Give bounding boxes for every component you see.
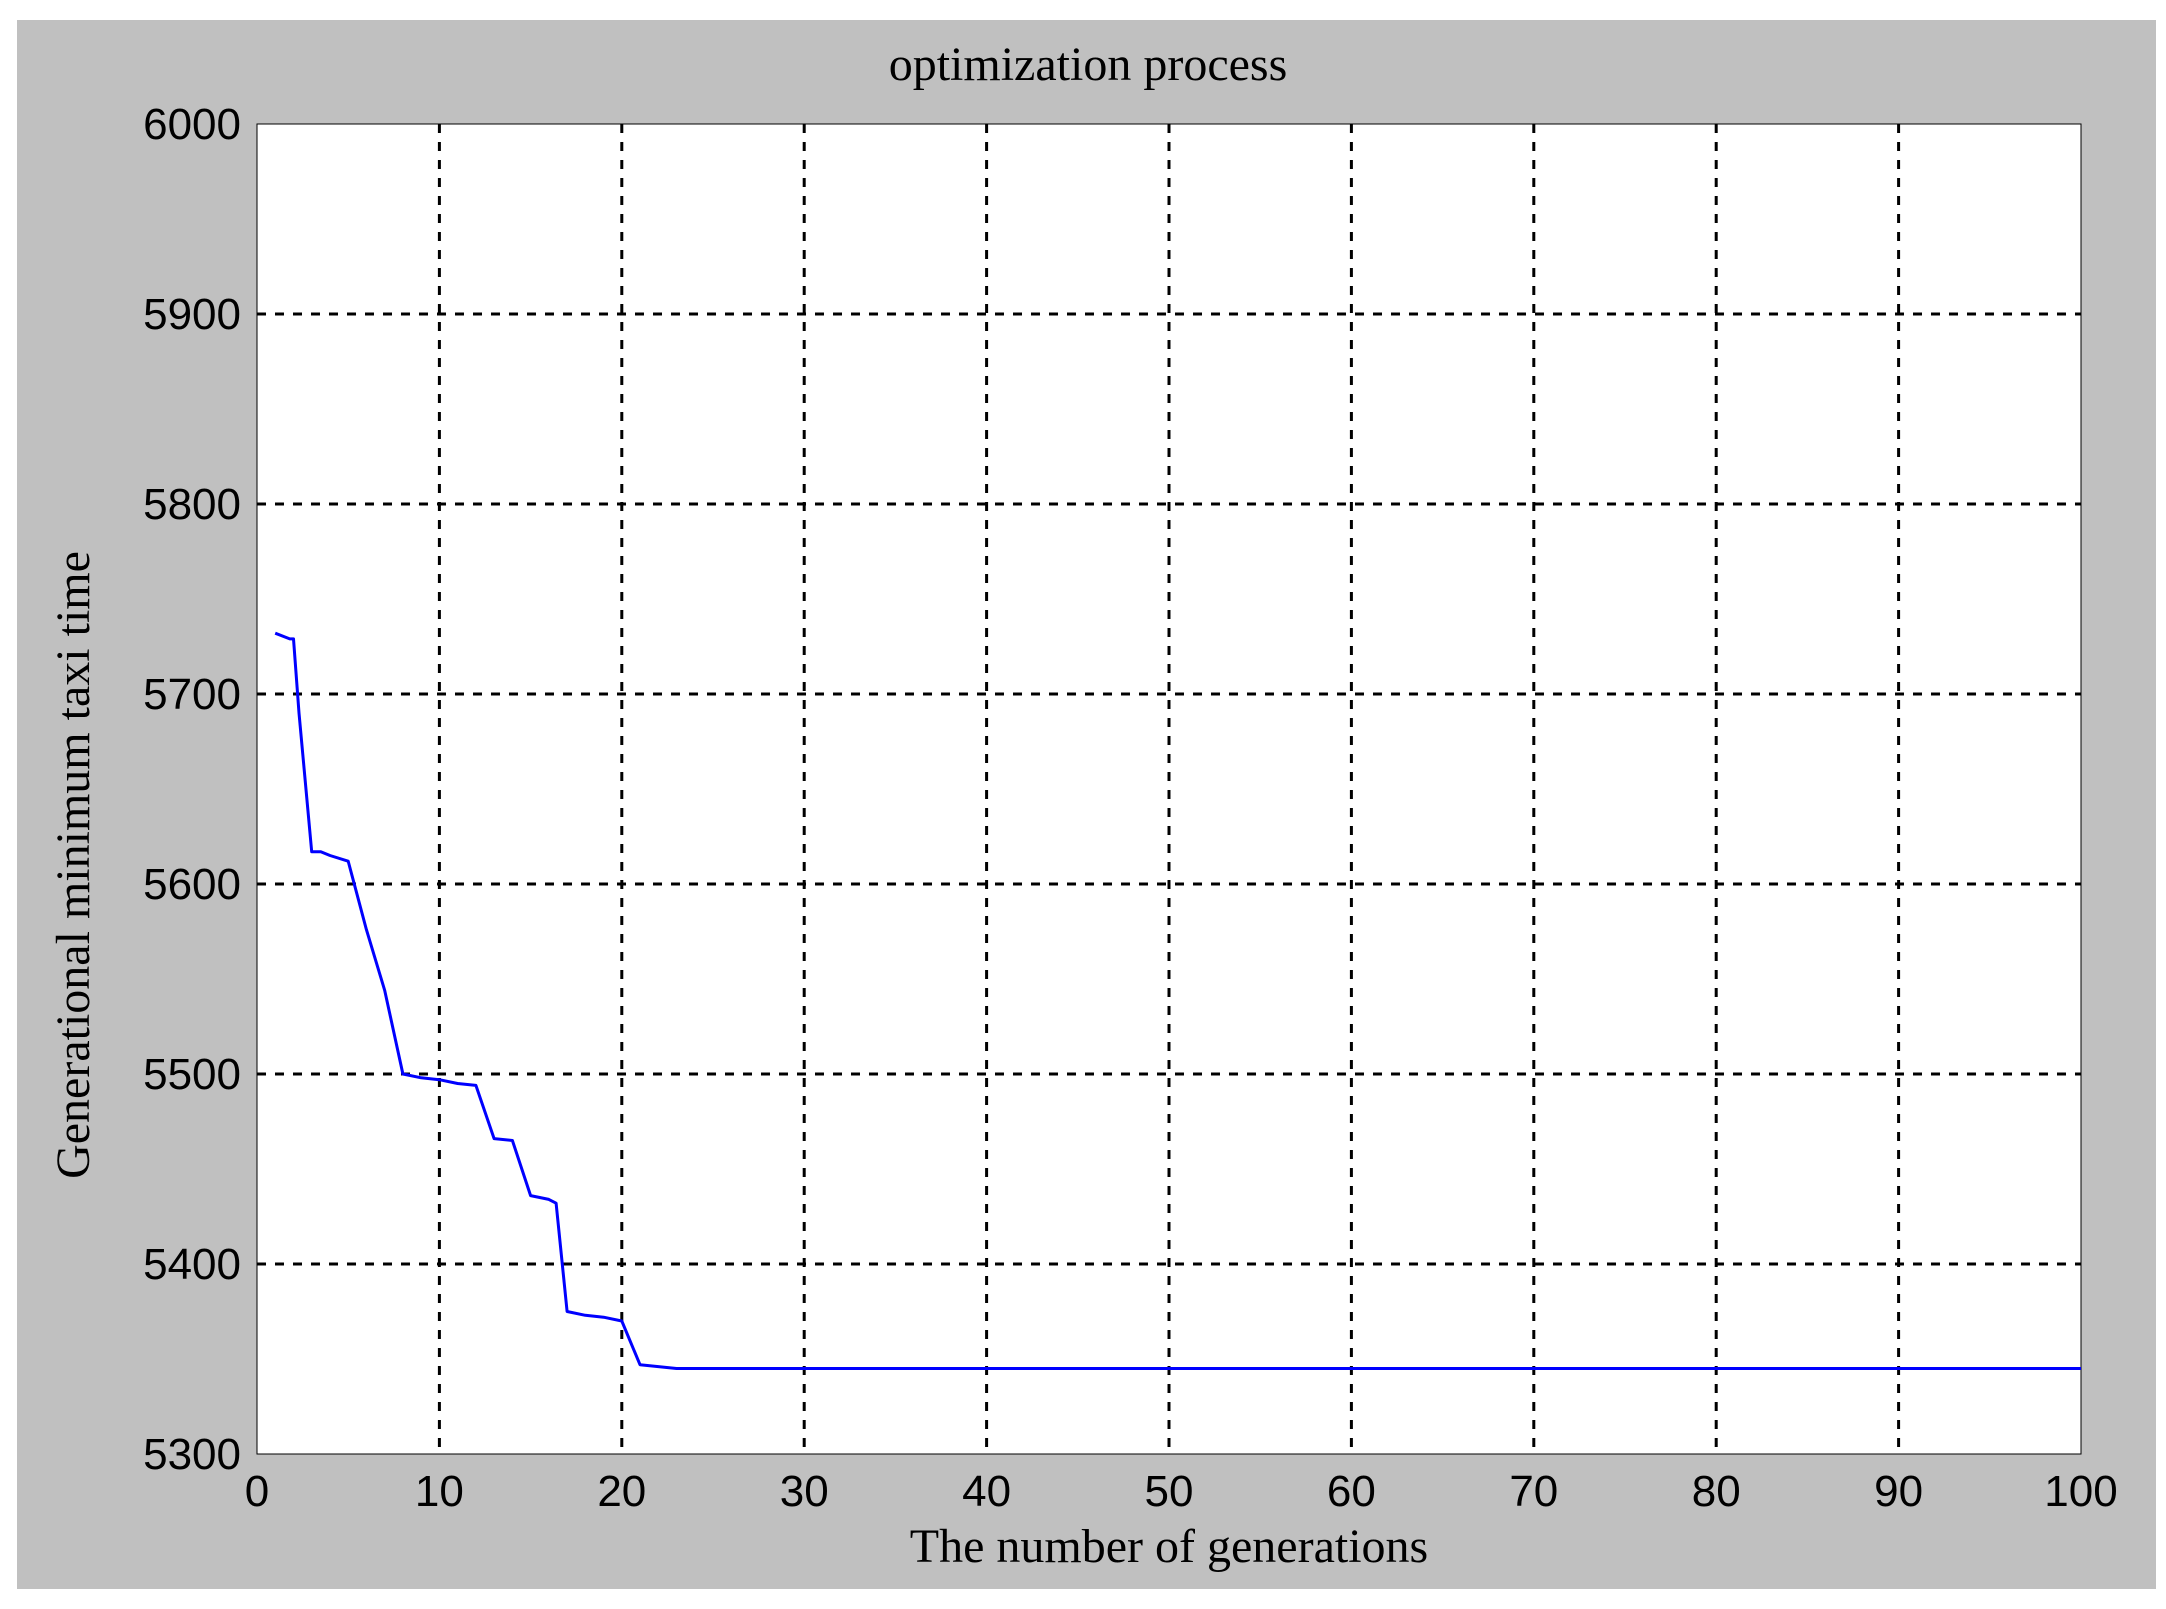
x-axis-label: The number of generations [910,1520,1428,1573]
plot-frame [256,123,2082,1455]
y-tick-label: 5500 [143,1050,241,1099]
x-tick-labels: 0 10 20 30 40 50 60 70 80 90 100 [245,1467,2118,1516]
x-tick-label: 100 [2044,1467,2117,1516]
chart-svg: optimization process 0 10 20 30 40 50 60 70 80 90… [47,38,2118,1573]
y-tick-label: 5400 [143,1240,241,1289]
x-tick-label: 80 [1692,1467,1741,1516]
y-tick-label: 5900 [143,290,241,339]
x-tick-label: 40 [962,1467,1011,1516]
y-tick-label: 5800 [143,480,241,529]
series-layer [274,631,2081,1370]
x-tick-label: 30 [780,1467,829,1516]
series-line [274,631,2081,1370]
x-tick-label: 60 [1327,1467,1376,1516]
y-tick-label: 5700 [143,670,241,719]
x-tick-label: 20 [597,1467,646,1516]
y-tick-labels: 5300 5400 5500 5600 5700 5800 5900 6000 [143,100,241,1479]
y-axis-label: Generational minimum taxi time [47,551,100,1179]
x-tick-label: 70 [1509,1467,1558,1516]
x-tick-label: 50 [1145,1467,1194,1516]
x-tick-label: 0 [245,1467,269,1516]
y-tick-label: 5300 [143,1430,241,1479]
figure-background: optimization process 0 10 20 30 40 50 60 70 80 90… [17,20,2156,1589]
y-tick-label: 6000 [143,100,241,149]
x-tick-label: 90 [1874,1467,1923,1516]
y-tick-label: 5600 [143,860,241,909]
chart-title: optimization process [889,38,1288,91]
x-tick-label: 10 [415,1467,464,1516]
grid-lines [257,124,2081,1454]
